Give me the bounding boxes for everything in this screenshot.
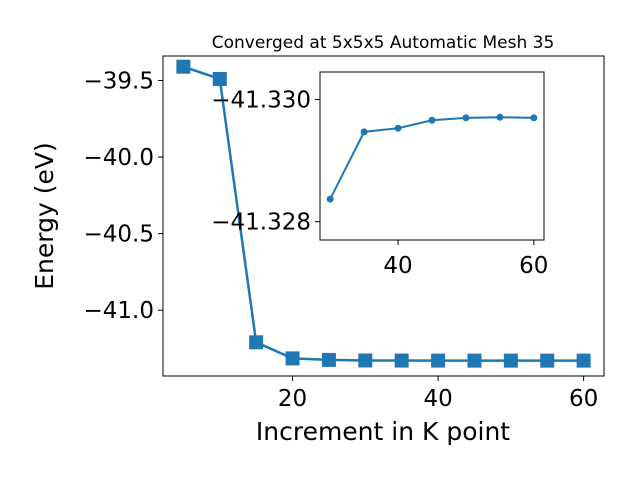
main-y-axis: −39.5 −40.0 −40.5 −41.0 xyxy=(84,68,163,324)
main-y-axis-label: Energy (eV) xyxy=(30,142,59,289)
inset-data-point xyxy=(326,195,334,203)
main-x-axis-label: Increment in K point xyxy=(256,417,510,446)
main-data-point xyxy=(540,353,555,368)
main-data-point xyxy=(321,352,336,367)
main-data-point xyxy=(249,335,264,350)
inset-y-tick-label: −41.330 xyxy=(211,87,311,113)
inset-x-tick-label: 60 xyxy=(519,253,548,279)
main-data-point xyxy=(285,351,300,366)
inset-data-point xyxy=(496,113,504,121)
main-x-tick-label: 20 xyxy=(278,386,307,412)
main-data-point xyxy=(431,353,446,368)
main-data-point xyxy=(576,353,591,368)
main-x-tick-label: 40 xyxy=(423,386,452,412)
main-data-point xyxy=(467,353,482,368)
main-x-axis: 20 40 60 xyxy=(278,376,598,412)
main-series xyxy=(176,59,591,368)
inset-series xyxy=(326,113,538,203)
inset-background xyxy=(320,72,544,240)
inset-data-point xyxy=(394,124,402,132)
inset-data-point xyxy=(462,114,470,122)
main-y-tick-label: −39.5 xyxy=(84,68,154,94)
inset-x-tick-label: 40 xyxy=(383,253,412,279)
main-data-point xyxy=(212,71,227,86)
main-chart: Converged at 5x5x5 Automatic Mesh 35 20 4… xyxy=(30,33,605,446)
main-data-point xyxy=(394,353,409,368)
main-y-tick-label: −40.0 xyxy=(84,145,154,171)
inset-y-axis: −41.330 −41.328 xyxy=(211,87,320,236)
main-y-tick-label: −41.0 xyxy=(84,298,154,324)
inset-data-point xyxy=(530,114,538,122)
inset-data-point xyxy=(428,116,436,124)
inset-chart: 40 60 −41.330 −41.328 xyxy=(211,71,548,279)
inset-y-tick-label: −41.328 xyxy=(211,210,311,236)
inset-data-point xyxy=(360,128,368,136)
inset-x-axis: 40 60 xyxy=(383,240,548,279)
main-y-tick-label: −40.5 xyxy=(84,222,154,248)
main-x-tick-label: 60 xyxy=(569,386,598,412)
main-chart-title: Converged at 5x5x5 Automatic Mesh 35 xyxy=(212,33,555,53)
inset-plot-frame xyxy=(319,71,545,241)
main-data-point xyxy=(358,353,373,368)
main-data-point xyxy=(503,353,518,368)
main-plot-frame xyxy=(162,55,605,377)
main-data-point xyxy=(176,59,191,74)
